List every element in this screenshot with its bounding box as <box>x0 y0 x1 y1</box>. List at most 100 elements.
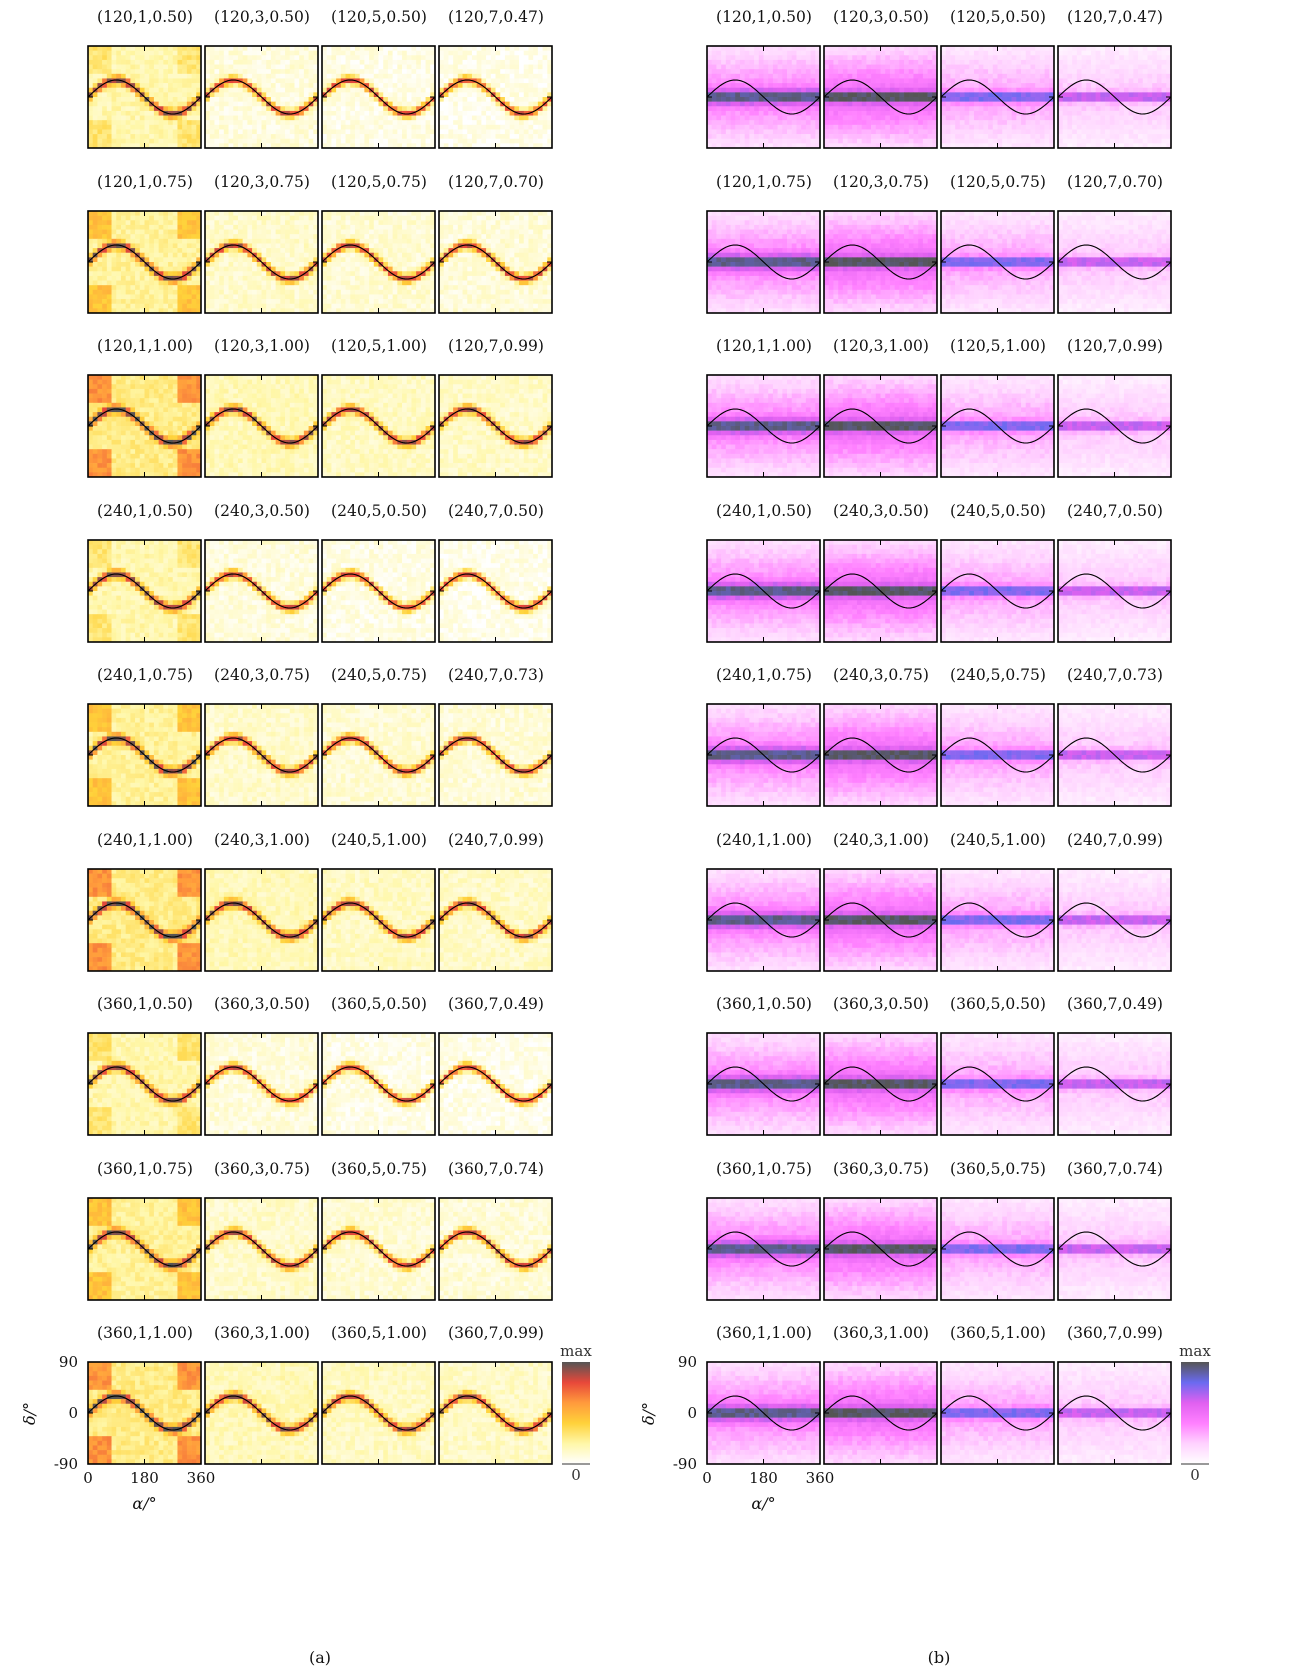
heatmap-cell <box>519 247 525 253</box>
heatmap-panel <box>438 209 553 314</box>
heatmap-cell <box>116 293 122 299</box>
heatmap-cell <box>106 233 112 239</box>
heatmap-cell <box>486 289 492 295</box>
heatmap-cell <box>120 412 126 418</box>
heatmap-cell <box>237 97 243 102</box>
heatmap-cell <box>308 375 314 380</box>
heatmap-cell <box>168 388 174 394</box>
heatmap-cell <box>168 266 174 272</box>
heatmap-cell <box>125 449 131 455</box>
heatmap-cell <box>285 46 291 51</box>
heatmap-cell <box>453 242 459 248</box>
heatmap-cell <box>504 229 510 234</box>
heatmap-cell <box>172 134 178 140</box>
heatmap-cell <box>186 275 192 281</box>
heatmap-cell <box>533 87 539 93</box>
heatmap-cell <box>158 388 164 394</box>
heatmap-cell <box>102 219 108 225</box>
heatmap-cell <box>158 453 164 459</box>
heatmap-cell <box>387 101 393 107</box>
heatmap-cell <box>266 124 272 130</box>
heatmap-cell <box>214 375 220 380</box>
heatmap-cell <box>523 97 529 102</box>
heatmap-cell <box>111 64 117 70</box>
heatmap-cell <box>406 293 412 299</box>
heatmap-cell <box>509 50 515 56</box>
heatmap-cell <box>116 261 122 267</box>
heatmap-cell <box>149 106 155 112</box>
heatmap-cell <box>252 219 258 225</box>
heatmap-cell <box>135 238 141 244</box>
heatmap-cell <box>453 97 459 102</box>
heatmap-cell <box>92 120 98 126</box>
heatmap-cell <box>163 402 169 408</box>
heatmap-cell <box>397 307 403 313</box>
heatmap-cell <box>168 247 174 253</box>
heatmap-cell <box>542 87 548 93</box>
heatmap-cell <box>416 92 422 98</box>
heatmap-cell <box>299 92 305 98</box>
heatmap-cell <box>416 303 422 309</box>
overlay-curve <box>87 79 202 115</box>
heatmap-cell <box>457 115 463 121</box>
heatmap-cell <box>504 92 510 98</box>
heatmap-cell <box>378 307 384 313</box>
heatmap-cell <box>439 120 445 126</box>
heatmap-cell <box>373 64 379 70</box>
heatmap-cell <box>345 50 351 56</box>
heatmap-cell <box>462 92 468 98</box>
heatmap-cell <box>88 307 94 313</box>
heatmap-cell <box>289 229 295 234</box>
heatmap-cell <box>153 463 159 469</box>
heatmap-cell <box>547 275 553 281</box>
heatmap-cell <box>219 78 225 84</box>
heatmap-cell <box>476 97 482 102</box>
heatmap-cell <box>425 87 431 93</box>
heatmap-cell <box>219 266 225 272</box>
heatmap-cell <box>120 224 126 230</box>
heatmap-cell <box>509 138 515 144</box>
heatmap-cell <box>425 256 431 262</box>
heatmap-panel <box>321 45 436 149</box>
heatmap-cell <box>252 101 258 107</box>
heatmap-cell <box>490 87 496 93</box>
heatmap-cell <box>308 73 314 79</box>
heatmap-cell <box>182 210 188 216</box>
heatmap-cell <box>116 238 122 244</box>
heatmap-cell <box>486 115 492 121</box>
heatmap-cell <box>340 289 346 295</box>
heatmap-cell <box>182 46 188 51</box>
heatmap-cell <box>336 115 342 121</box>
heatmap-cell <box>509 134 515 140</box>
heatmap-cell <box>430 115 436 121</box>
heatmap-cell <box>266 50 272 56</box>
heatmap-cell <box>214 402 220 408</box>
heatmap-cell <box>402 238 408 244</box>
heatmap-cell <box>97 143 103 149</box>
heatmap-cell <box>443 303 449 309</box>
heatmap-cell <box>490 101 496 107</box>
heatmap-cell <box>359 298 365 304</box>
heatmap-cell <box>242 384 248 390</box>
heatmap-cell <box>462 307 468 313</box>
heatmap-cell <box>266 219 272 225</box>
heatmap-cell <box>533 73 539 79</box>
heatmap-cell <box>392 50 398 56</box>
heatmap-cell <box>153 69 159 75</box>
heatmap-cell <box>205 298 211 304</box>
heatmap-cell <box>378 219 384 225</box>
heatmap-cell <box>116 458 122 464</box>
heatmap-cell <box>378 120 384 126</box>
heatmap-cell <box>299 69 305 75</box>
heatmap-cell <box>490 46 496 51</box>
heatmap-cell <box>191 83 197 89</box>
heatmap-cell <box>168 298 174 304</box>
heatmap-cell <box>340 210 346 216</box>
heatmap-cell <box>106 256 112 262</box>
heatmap-cell <box>299 280 305 285</box>
heatmap-cell <box>533 280 539 285</box>
heatmap-cell <box>205 398 211 404</box>
heatmap-cell <box>97 379 103 385</box>
heatmap-cell <box>182 87 188 93</box>
heatmap-cell <box>476 46 482 51</box>
